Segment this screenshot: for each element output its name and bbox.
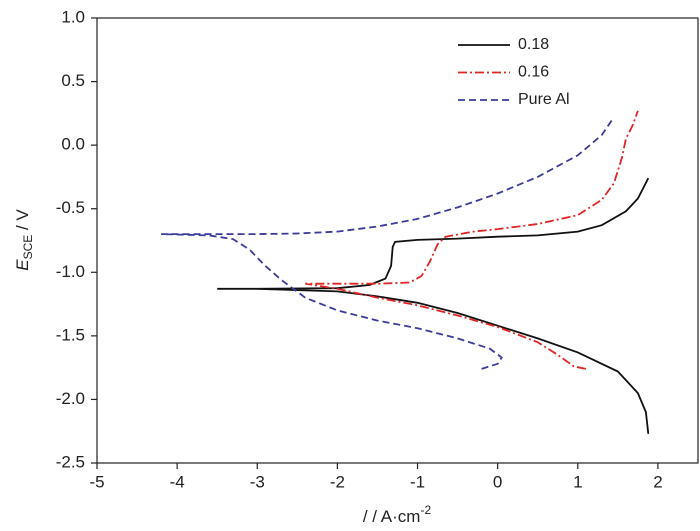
y-label-main: E xyxy=(13,259,32,271)
y-axis-label: ESCE / V xyxy=(13,209,35,271)
x-tick-label: -5 xyxy=(89,472,104,491)
y-tick-label: -2.0 xyxy=(56,389,85,408)
x-tick-label: -4 xyxy=(170,472,185,491)
series-line xyxy=(161,116,615,370)
x-tick-label: -2 xyxy=(330,472,345,491)
x-tick-label: 1 xyxy=(573,472,582,491)
y-tick-label: -2.5 xyxy=(56,452,85,471)
plot-frame xyxy=(96,17,699,464)
y-tick-label: 0.0 xyxy=(61,135,85,154)
y-tick-label: -0.5 xyxy=(56,198,85,217)
y-label-sub: SCE xyxy=(21,235,35,260)
x-tick-label: 0 xyxy=(493,472,502,491)
legend-label: 0.16 xyxy=(518,64,549,81)
y-tick-label: 1.0 xyxy=(61,7,85,26)
legend-label: Pure Al xyxy=(518,91,570,108)
y-tick-label: -1.5 xyxy=(56,325,85,344)
y-tick-label: 0.5 xyxy=(61,71,85,90)
x-tick-label: -1 xyxy=(410,472,425,491)
series-line xyxy=(217,177,650,434)
x-label-sup: -2 xyxy=(420,503,431,517)
x-tick-label: 2 xyxy=(653,472,662,491)
legend-label: 0.18 xyxy=(518,36,549,53)
x-tick-label: -3 xyxy=(250,472,265,491)
x-axis-label: / / A·cm-2 xyxy=(363,503,432,526)
y-label-rest: / V xyxy=(13,209,32,235)
series-line xyxy=(305,110,639,370)
x-label-main: / / A·cm xyxy=(363,507,421,526)
y-tick-label: -1.0 xyxy=(56,262,85,281)
